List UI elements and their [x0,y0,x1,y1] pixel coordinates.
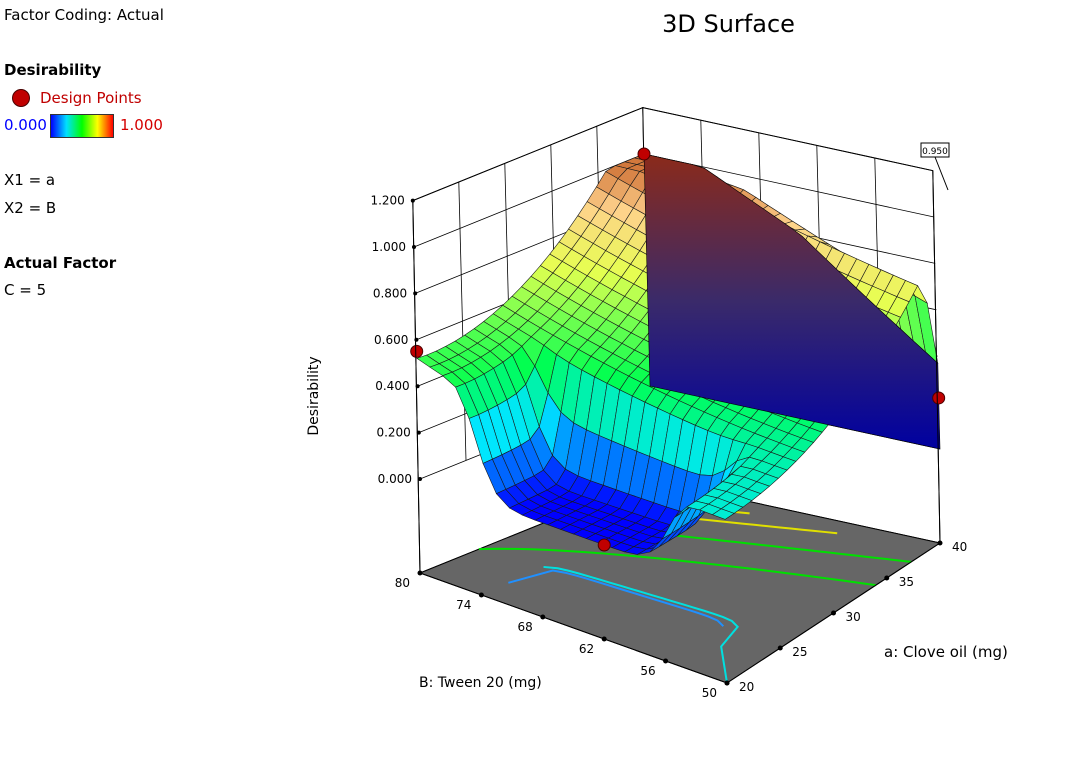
a-axis-title: a: Clove oil (mg) [884,643,1008,661]
b-tick-label: 56 [640,664,655,678]
surface-side-wall [643,153,941,450]
z-tick-label: 1.200 [370,194,404,208]
b-tick-dot [663,658,669,664]
z-tick-dot [412,245,416,249]
surface-cell [711,508,735,520]
design-point [637,147,651,161]
a-tick-dot [937,540,943,546]
z-tick-label: 0.000 [378,472,412,486]
floor-contour [543,565,740,684]
z-tick-dot [414,337,419,342]
factor-coding-label: Factor Coding: Actual [4,6,164,24]
right-frame-line [932,170,941,544]
z-tick-label: 0.800 [373,286,407,300]
back-gridline [458,181,467,461]
response-title: Desirability [4,61,102,79]
b-tick-label: 74 [456,598,471,612]
actual-factor-value: C = 5 [4,281,47,299]
b-tick-label: 80 [395,576,410,590]
x1-mapping: X1 = a [4,171,56,189]
z-tick-dot [418,477,422,481]
design-points-label: Design Points [40,89,142,107]
z-axis-title: Desirability [306,356,322,435]
b-tick-label: 68 [518,620,533,634]
design-point [410,344,424,358]
a-tick-label: 20 [739,680,754,694]
z-tick-dot [416,430,421,435]
floor-contour [508,569,725,627]
b-tick-dot [724,680,730,686]
b-axis-line [419,572,728,684]
response-surface [410,147,946,555]
a-tick-dot [884,575,890,581]
a-tick-label: 30 [846,610,861,624]
b-axis-title: B: Tween 20 (mg) [419,675,542,691]
a-tick-label: 40 [952,540,967,554]
a-tick-label: 25 [792,645,807,659]
a-tick-label: 35 [899,575,914,589]
z-tick-label: 0.200 [376,426,410,440]
floor-contour [478,547,876,587]
design-point-marker-icon [12,89,30,107]
z-gridline [412,107,933,201]
a-tick-dot [777,645,783,651]
flag-label: 0.950 [922,147,948,157]
z-tick-label: 0.600 [374,333,408,347]
chart-title: 3D Surface [662,10,795,38]
b-tick-label: 50 [702,686,717,700]
z-tick-dot [415,384,420,389]
axis-labels: 0.000 0.200 0.400 0.600 0.800 1.000 1.200 20 25 3… [306,142,1008,700]
scale-min-label: 0.000 [4,116,47,134]
a-tick-dot [831,610,836,616]
design-point [597,538,611,552]
b-tick-label: 62 [579,642,594,656]
b-tick-dot [540,614,546,620]
z-tick-label: 0.400 [375,379,409,393]
z-tick-dot [410,198,415,203]
z-tick-label: 1.000 [372,240,406,254]
color-scale-bar [50,114,114,138]
flag-pointer [934,156,949,191]
actual-factor-title: Actual Factor [4,254,117,272]
z-tick-dot [413,291,418,296]
b-tick-dot [601,636,607,642]
b-tick-dot [478,592,484,598]
x2-mapping: X2 = B [4,199,57,217]
design-point [932,391,946,405]
b-tick-dot [417,570,423,576]
scale-max-label: 1.000 [120,116,163,134]
